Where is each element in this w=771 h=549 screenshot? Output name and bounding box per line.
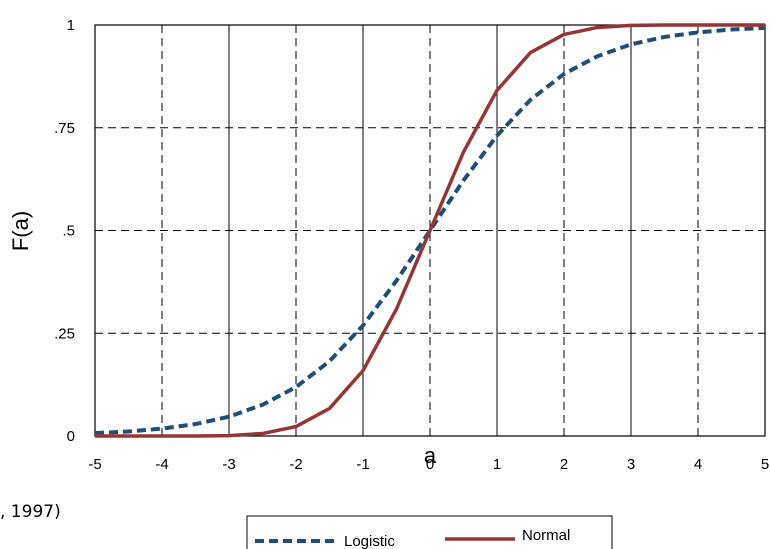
legend: Logistic Normal xyxy=(246,515,613,549)
y-axis-title: F(a) xyxy=(8,211,33,251)
series-line-logistic xyxy=(94,25,766,436)
y-tick-label: 1 xyxy=(67,17,75,34)
y-tick-labels: 0 .25 .5 .75 1 xyxy=(54,17,75,445)
plot-frame xyxy=(94,24,766,437)
x-tick-label: 2 xyxy=(560,456,568,473)
caption-fragment: , 1997) xyxy=(0,502,61,522)
y-tick-label: .5 xyxy=(62,223,75,240)
legend-box xyxy=(246,515,613,549)
x-tick-label: -4 xyxy=(155,456,168,473)
y-tick-label: .75 xyxy=(54,120,75,137)
legend-label-normal: Normal xyxy=(522,527,570,544)
x-tick-label: 3 xyxy=(627,456,635,473)
x-axis-title: a xyxy=(424,443,437,468)
legend-label-logistic: Logistic xyxy=(344,533,395,549)
x-tick-label: -1 xyxy=(356,456,369,473)
x-tick-label: -3 xyxy=(222,456,235,473)
y-tick-label: .25 xyxy=(54,325,75,342)
series-layer xyxy=(94,23,766,438)
y-tick-label: 0 xyxy=(67,428,75,445)
x-tick-label: -5 xyxy=(88,456,101,473)
x-tick-label: -2 xyxy=(289,456,302,473)
x-tick-label: 0 xyxy=(426,456,434,473)
x-tick-label: 1 xyxy=(493,456,501,473)
series-line-normal xyxy=(95,23,765,438)
x-tick-label: 5 xyxy=(761,456,769,473)
x-tick-labels: -5 -4 -3 -2 -1 0 1 2 3 4 5 xyxy=(88,456,769,473)
x-tick-label: 4 xyxy=(694,456,702,473)
